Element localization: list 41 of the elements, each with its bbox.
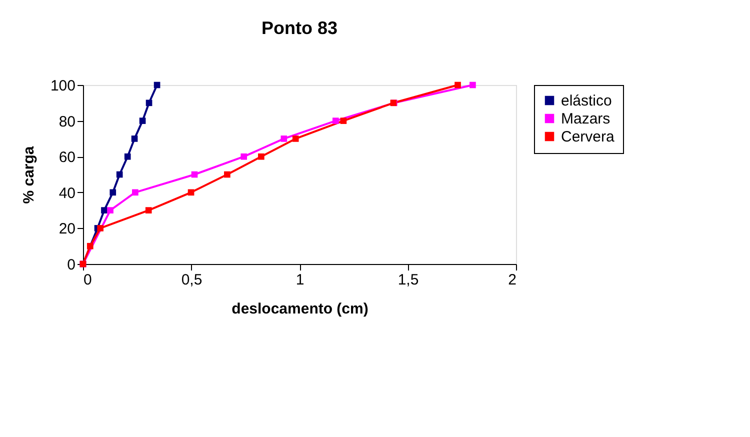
point xyxy=(224,171,230,178)
chart-title: Ponto 83 xyxy=(261,18,338,38)
point xyxy=(470,82,476,88)
y-tick-label: 0 xyxy=(67,256,76,274)
point xyxy=(107,207,114,214)
point xyxy=(145,207,152,214)
point xyxy=(97,225,104,232)
point xyxy=(332,118,339,124)
point xyxy=(132,189,138,196)
x-tick-label: 0 xyxy=(84,272,92,288)
point xyxy=(101,207,108,214)
x-axis-title: deslocamento (cm) xyxy=(232,300,368,318)
x-tick-label: 2 xyxy=(508,272,516,288)
x-tick-label: 1,5 xyxy=(398,272,419,288)
y-axis-title: % carga xyxy=(20,146,38,204)
point xyxy=(124,153,131,160)
legend-label: Cervera xyxy=(561,128,616,146)
legend-label: elástico xyxy=(561,92,612,110)
y-tick-label: 100 xyxy=(50,78,76,94)
point xyxy=(340,118,347,124)
point xyxy=(131,136,138,142)
x-tick-label: 0,5 xyxy=(181,272,202,288)
point xyxy=(139,118,146,124)
point xyxy=(191,171,198,178)
y-tick-label: 60 xyxy=(58,149,76,166)
point xyxy=(188,189,194,196)
point xyxy=(154,82,160,88)
point xyxy=(292,136,299,142)
point xyxy=(240,153,248,160)
point xyxy=(110,189,116,196)
y-tick-label: 80 xyxy=(58,113,76,130)
point xyxy=(280,136,288,142)
y-tick-label: 20 xyxy=(58,220,76,238)
point xyxy=(146,100,152,106)
point xyxy=(454,82,461,88)
point xyxy=(116,171,123,178)
y-tick-label: 40 xyxy=(58,184,76,202)
legend-label: Mazars xyxy=(561,110,610,128)
point xyxy=(258,153,264,160)
x-tick-label: 1 xyxy=(296,272,304,288)
point xyxy=(86,242,94,250)
